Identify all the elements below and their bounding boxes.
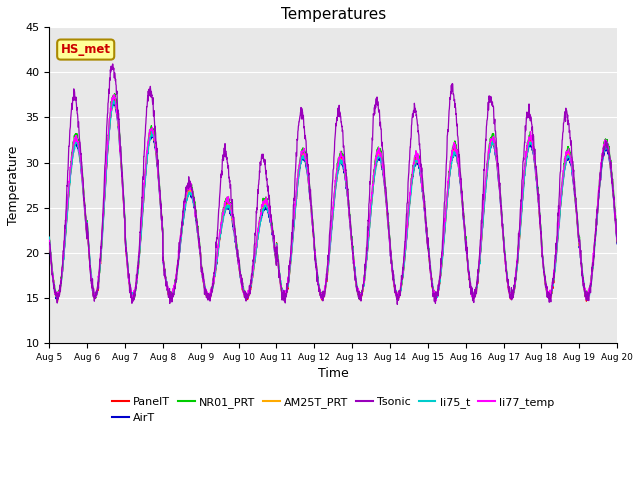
Legend: PanelT, AirT, NR01_PRT, AM25T_PRT, Tsonic, li75_t, li77_temp: PanelT, AirT, NR01_PRT, AM25T_PRT, Tsoni…: [108, 393, 559, 427]
Text: HS_met: HS_met: [61, 43, 111, 56]
X-axis label: Time: Time: [318, 367, 349, 380]
Title: Temperatures: Temperatures: [280, 7, 386, 22]
Y-axis label: Temperature: Temperature: [7, 145, 20, 225]
